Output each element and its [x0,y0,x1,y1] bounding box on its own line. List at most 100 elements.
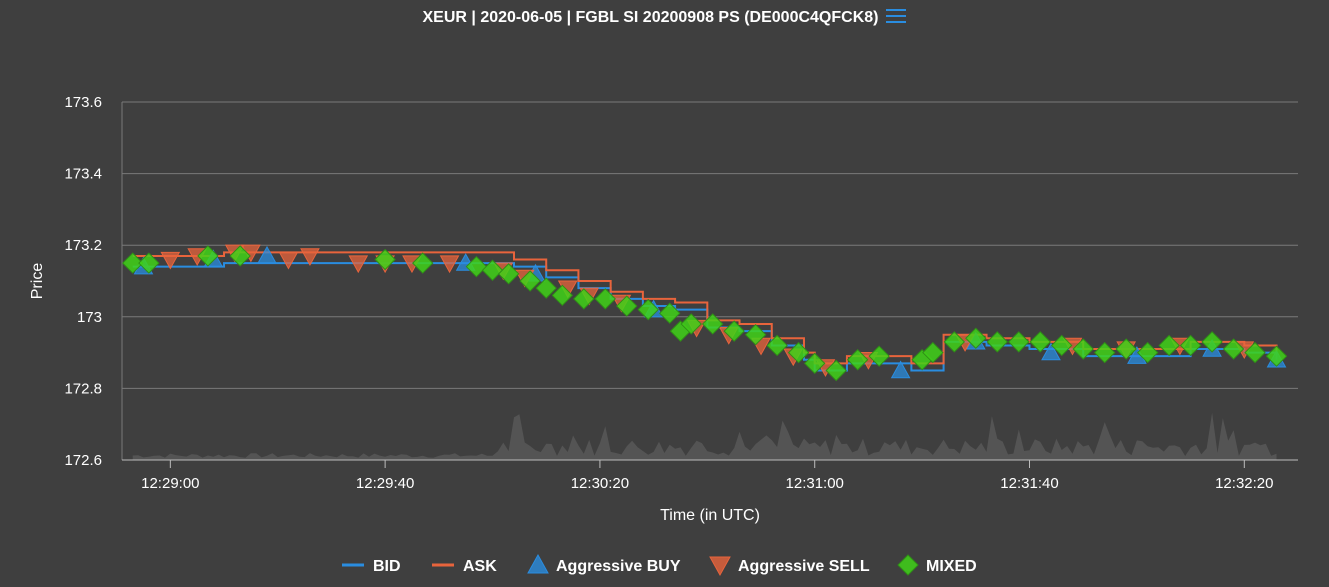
marker-mixed [138,252,160,274]
label-layer: 172.6 172.8 173 173.2 173.4 173.6 12:29:00 12:2… [29,94,1273,524]
marker-mixed [986,331,1008,353]
legend-item-aggressive-sell[interactable]: Aggressive SELL [709,556,870,577]
legend-item-aggressive-buy[interactable]: Aggressive BUY [527,553,681,575]
marker-mixed [197,245,219,267]
chart-title-row: XEUR | 2020-06-05 | FGBL SI 20200908 PS … [0,9,1329,27]
marker-mixed [787,341,810,364]
marker-aggressive-sell [783,348,804,367]
marker-mixed [594,288,616,310]
marker-mixed [846,349,869,371]
marker-aggressive-buy [133,256,154,275]
legend-label: Aggressive SELL [738,558,870,575]
marker-mixed [1179,334,1202,357]
marker-aggressive-sell [751,337,771,356]
marker-aggressive-sell [300,248,320,266]
marker-mixed [1029,331,1051,353]
marker-mixed [1115,338,1137,360]
marker-aggressive-sell [611,294,632,313]
marker-mixed [1136,341,1159,364]
marker-mixed [1008,331,1030,353]
marker-aggressive-sell [278,251,299,270]
marker-mixed [868,345,890,367]
marker-mixed [616,295,638,317]
series-layer [132,251,1278,372]
marker-mixed [1072,338,1094,360]
marker-mixed [551,284,574,307]
y-tick-label: 173 [77,309,102,326]
marker-aggressive-sell [686,319,707,338]
marker-aggressive-buy [1041,342,1061,361]
legend-item-bid[interactable]: BID [342,558,401,575]
marker-aggressive-sell [439,255,460,274]
marker-mixed [659,302,681,324]
marker-aggressive-buy [1127,346,1147,364]
marker-mixed [943,331,966,353]
marker-aggressive-sell [858,352,879,370]
marker-aggressive-buy [965,331,986,350]
marker-aggressive-sell [1116,341,1137,360]
marker-aggressive-sell [375,255,395,274]
marker-aggressive-sell [514,269,535,288]
marker-aggressive-sell [160,251,181,270]
marker-mixed [1093,341,1116,364]
marker-aggressive-buy [525,263,546,282]
marker-mixed [1244,341,1266,364]
legend-swatch [527,553,549,574]
marker-aggressive-sell [224,244,245,263]
marker-mixed [723,320,745,342]
marker-layer [122,244,1288,382]
marker-mixed [412,252,434,274]
legend-swatch [709,556,731,577]
marker-aggressive-sell [1234,341,1255,360]
y-axis-title: Price [29,263,46,300]
marker-mixed [519,270,541,292]
marker-mixed [497,263,520,285]
marker-mixed [680,313,702,335]
marker-mixed [481,259,504,281]
marker-mixed [825,359,847,382]
marker-aggressive-sell [241,244,261,263]
marker-mixed [1158,334,1180,357]
marker-aggressive-sell [402,255,422,274]
legend-label: Aggressive BUY [556,558,681,575]
legend-swatch [897,554,919,576]
x-tick-label: 12:29:00 [141,475,199,492]
volume-area [132,412,1277,460]
marker-mixed [965,327,987,349]
marker-mixed [637,298,659,321]
marker-aggressive-sell [955,334,975,352]
marker-mixed [122,252,144,274]
marker-mixed [573,288,595,310]
y-tick-label: 172.6 [64,452,102,469]
marker-mixed [465,255,488,278]
legend-label: MIXED [926,558,977,575]
marker-aggressive-buy [643,299,664,318]
marker-aggressive-buy [890,360,911,379]
volume-layer [132,412,1277,460]
y-tick-label: 173.6 [64,94,102,111]
x-axis-title: Time (in UTC) [660,507,760,524]
marker-mixed [535,277,557,299]
marker-aggressive-sell [718,327,739,345]
marker-aggressive-sell [557,280,578,299]
y-tick-label: 172.8 [64,380,102,397]
marker-mixed [1265,345,1288,367]
x-tick-label: 12:30:20 [571,475,629,492]
series-line-bid [132,262,1278,372]
legend-item-ask[interactable]: ASK [432,558,497,575]
x-tick-label: 12:31:00 [786,475,844,492]
marker-aggressive-sell [1170,337,1190,356]
legend-item-mixed[interactable]: MIXED [897,554,977,576]
marker-mixed [1051,334,1073,357]
series-line-ask [132,251,1278,365]
marker-mixed [229,245,251,267]
x-tick-label: 12:32:20 [1215,475,1273,492]
marker-aggressive-sell [815,359,836,377]
chart-title: XEUR | 2020-06-05 | FGBL SI 20200908 PS … [422,9,879,26]
marker-mixed [766,334,788,357]
marker-mixed [922,341,944,364]
hamburger-menu-icon[interactable] [886,9,907,23]
marker-mixed [804,352,826,375]
